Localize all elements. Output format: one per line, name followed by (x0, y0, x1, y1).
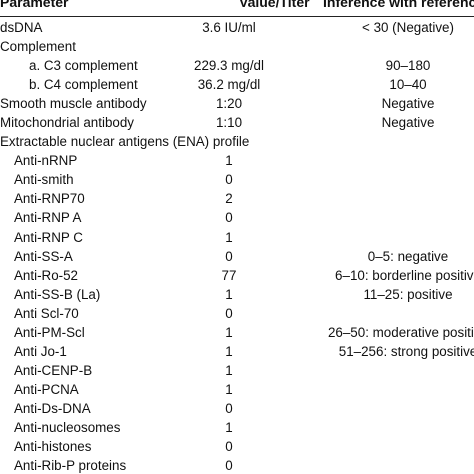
table-body: dsDNA 3.6 IU/ml < 30 (Negative) Complement a… (0, 18, 474, 474)
row-parameter: Anti-Rib-P proteins (14, 458, 127, 474)
table-row: Anti-histones 0 (0, 437, 474, 456)
table-row: Anti-RNP70 2 (0, 189, 474, 208)
header-value: Value/Titer (239, 0, 310, 10)
row-value: 3.6 IU/ml (202, 20, 256, 35)
row-parameter: Anti-PCNA (14, 381, 79, 397)
row-value: 1:20 (215, 96, 243, 112)
table-row: Anti Scl-70 0 (0, 304, 474, 323)
row-parameter: Anti-SS-B (La) (14, 286, 101, 302)
table-row: Anti-PCNA 1 (0, 380, 474, 399)
table-row: Mitochondrial antibody 1:10 Negative (0, 113, 474, 132)
table-header: Parameter Value/Titer Inference with ref… (0, 0, 474, 14)
table-row: Anti-CENP-B 1 (0, 361, 474, 380)
table-row: a. C3 complement 229.3 mg/dl 90–180 (0, 56, 474, 75)
row-reference: Negative (381, 96, 435, 112)
row-reference: 10–40 (389, 77, 427, 93)
row-value: 0 (225, 400, 233, 416)
row-value: 1 (225, 229, 233, 245)
row-parameter: Anti-nucleosomes (14, 419, 121, 435)
row-reference: 51–256: strong positive (338, 343, 474, 359)
row-reference: Negative (381, 115, 435, 131)
row-parameter: Anti-RNP C (14, 229, 83, 245)
row-value: 1 (225, 324, 233, 340)
table-row: Anti-nucleosomes 1 (0, 418, 474, 437)
row-parameter: Anti-Ro-52 (14, 267, 79, 283)
row-parameter: Smooth muscle antibody (0, 96, 147, 112)
row-parameter: Anti-RNP70 (14, 191, 85, 207)
table-row: dsDNA 3.6 IU/ml < 30 (Negative) (0, 18, 474, 37)
table-row: b. C4 complement 36.2 mg/dl 10–40 (0, 75, 474, 94)
row-parameter: Anti-CENP-B (14, 362, 93, 378)
row-parameter: Anti-RNP A (14, 210, 82, 226)
row-parameter: Anti Scl-70 (14, 305, 79, 321)
row-parameter: Anti Jo-1 (14, 343, 67, 359)
row-reference: 0–5: negative (367, 248, 449, 264)
row-reference: 90–180 (385, 58, 431, 74)
table-row: Anti-SS-B (La) 1 11–25: positive (0, 285, 474, 304)
table-row: Anti Jo-1 1 51–256: strong positive (0, 342, 474, 361)
row-value: 0 (225, 210, 233, 226)
table-row: Anti-smith 0 (0, 170, 474, 189)
row-value: 1 (225, 381, 233, 397)
row-value: 77 (221, 267, 237, 283)
table-row: Anti-SS-A 0 0–5: negative (0, 247, 474, 266)
table-row: Anti-Rib-P proteins 0 (0, 456, 474, 474)
row-value: 1 (225, 286, 233, 302)
row-parameter: Anti-SS-A (14, 248, 73, 264)
row-value: 1 (225, 419, 233, 435)
row-value: 0 (225, 305, 233, 321)
table-row: Anti-RNP A 0 (0, 208, 474, 227)
row-reference: < 30 (Negative) (362, 20, 454, 35)
table-row: Anti-Ds-DNA 0 (0, 399, 474, 418)
row-reference: 11–25: positive (363, 286, 453, 302)
row-parameter: Mitochondrial antibody (0, 115, 134, 131)
row-parameter: Anti-PM-Scl (14, 324, 85, 340)
row-reference: 26–50: moderative positive (327, 324, 474, 340)
header-divider (0, 16, 474, 17)
header-parameter: Parameter (0, 0, 69, 10)
row-value: 229.3 mg/dl (194, 58, 264, 74)
row-parameter: Anti-smith (14, 172, 74, 188)
row-value: 1 (225, 343, 233, 359)
table-row: Anti-nRNP 1 (0, 151, 474, 170)
table-row: Extractable nuclear antigens (ENA) profi… (0, 132, 474, 151)
table-row: Smooth muscle antibody 1:20 Negative (0, 94, 474, 113)
table-row: Anti-Ro-52 77 6–10: borderline positive (0, 266, 474, 285)
row-value: 0 (225, 458, 233, 474)
row-reference: 6–10: borderline positive (335, 267, 474, 283)
row-value: 1 (225, 153, 233, 169)
table-row: Complement (0, 37, 474, 56)
row-parameter: Anti-histones (14, 439, 92, 455)
row-value: 36.2 mg/dl (197, 77, 261, 93)
table-row: Anti-PM-Scl 1 26–50: moderative positive (0, 323, 474, 342)
row-parameter: Anti-Ds-DNA (14, 400, 91, 416)
row-parameter: a. C3 complement (29, 58, 138, 74)
row-value: 0 (225, 172, 233, 188)
row-parameter: b. C4 complement (29, 77, 138, 93)
row-parameter: Complement (0, 39, 76, 55)
row-value: 1:10 (215, 115, 243, 131)
row-parameter: dsDNA (0, 20, 43, 35)
row-value: 0 (225, 439, 233, 455)
row-parameter: Extractable nuclear antigens (ENA) profi… (0, 134, 250, 150)
row-value: 1 (225, 362, 233, 378)
row-value: 2 (225, 191, 233, 207)
row-value: 0 (225, 248, 233, 264)
row-parameter: Anti-nRNP (14, 153, 78, 169)
table-row: Anti-RNP C 1 (0, 228, 474, 247)
header-reference: Inference with reference (323, 0, 474, 10)
